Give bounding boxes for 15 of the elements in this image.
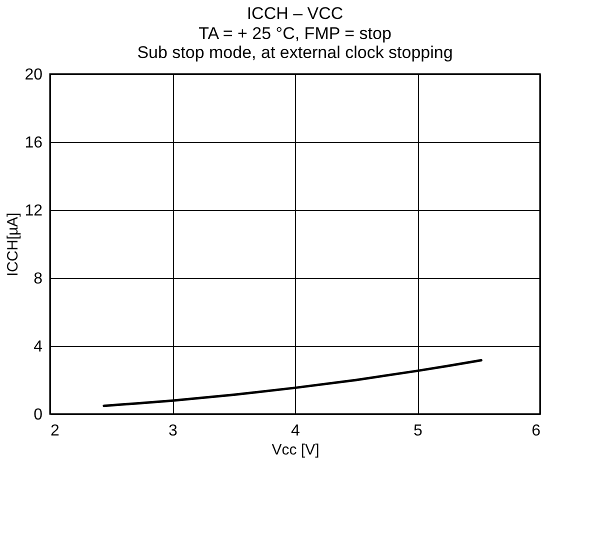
y-tick-label: 0 (34, 406, 43, 424)
y-tick-label: 16 (24, 134, 43, 152)
x-axis-title: Vcc [V] (272, 442, 320, 458)
y-tick-label: 4 (34, 338, 43, 356)
x-tick-label: 3 (168, 422, 178, 440)
y-tick-label: 8 (34, 270, 43, 288)
y-axis-title: ICCH[µA] (4, 212, 22, 276)
chart-title: ICCH – VCC (246, 4, 344, 23)
x-tick-label: 6 (532, 422, 541, 440)
x-tick-label: 2 (50, 422, 60, 440)
x-tick-label: 5 (414, 422, 423, 440)
chart-subtitle: TA = + 25 °C, FMP = stop Sub stop mode, at external clock stopping (137, 24, 453, 62)
x-tick-label: 4 (291, 422, 300, 440)
y-tick-label: 12 (24, 202, 43, 220)
y-tick-label: 20 (24, 66, 43, 84)
